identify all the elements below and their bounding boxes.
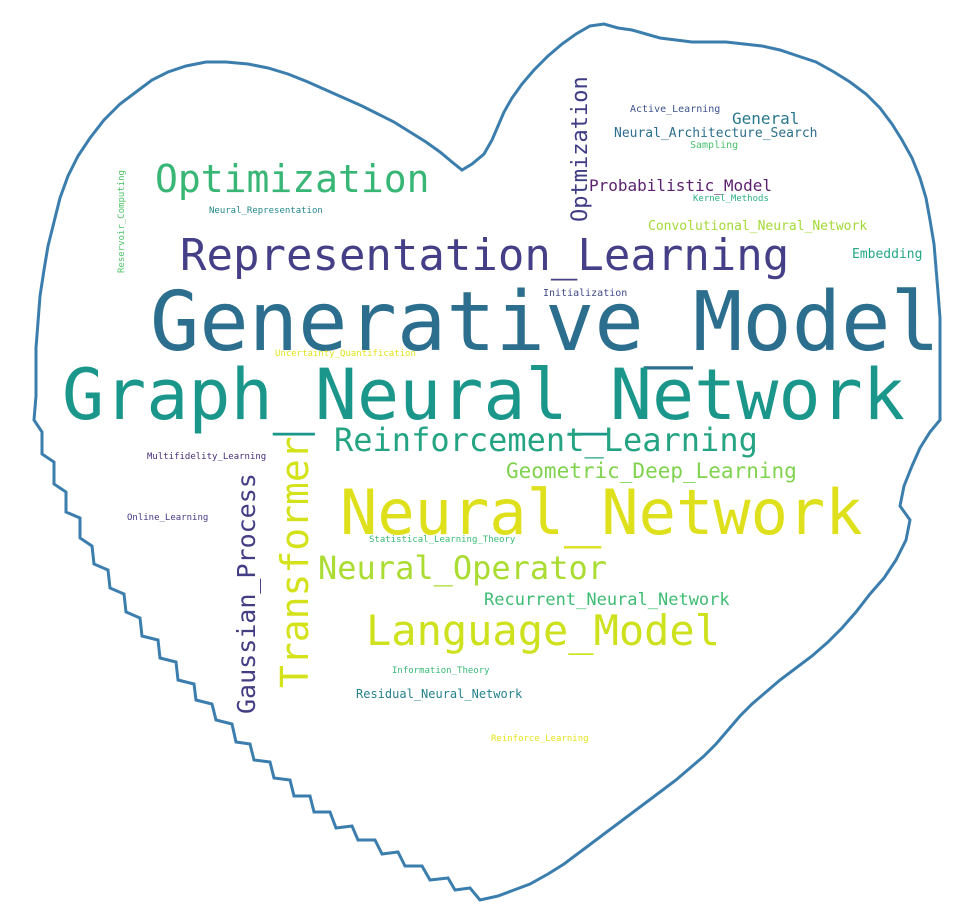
word-initialization: Initialization: [543, 288, 628, 299]
word-reinforcement-learning: Reinforcement_Learning: [334, 421, 758, 459]
word-language-model: Language_Model: [366, 606, 721, 655]
word-transformer: Transformer: [273, 436, 317, 688]
word-embedding: Embedding: [852, 247, 923, 262]
word-generative-model: Generative_Model: [150, 275, 940, 370]
word-graph-neural-network: Graph_Neural_Network: [62, 354, 905, 436]
word-optimization: Optimization: [155, 157, 430, 201]
word-reservoir-computing: Reservoir_Computing: [117, 170, 127, 273]
word-general: General: [732, 109, 800, 128]
word-multifidelity-learning: Multifidelity_Learning: [147, 452, 267, 462]
word-neural-architecture-search: Neural_Architecture_Search: [614, 126, 818, 141]
word-reinforce-learning: Reinforce_Learning: [491, 734, 589, 744]
word-statistical-learning-theory: Statistical_Learning_Theory: [369, 535, 516, 545]
word-probabilistic-model: Probabilistic_Model: [589, 176, 773, 195]
word-neural-operator: Neural_Operator: [318, 549, 607, 587]
word-active-learning: Active_Learning: [630, 104, 721, 115]
word-information-theory: Information_Theory: [392, 666, 490, 676]
word-optmization: Optmization: [568, 76, 593, 222]
word-online-learning: Online_Learning: [127, 513, 209, 523]
word-kernel-methods: Kernel_Methods: [693, 194, 769, 204]
word-residual-neural-network: Residual_Neural_Network: [356, 687, 523, 701]
word-neural-representation: Neural_Representation: [209, 206, 323, 216]
word-convolutional-neural-network: Convolutional_Neural_Network: [648, 219, 868, 234]
word-recurrent-neural-network: Recurrent_Neural_Network: [484, 590, 730, 610]
word-sampling: Sampling: [690, 140, 739, 151]
word-neural-network: Neural_Network: [340, 476, 863, 549]
word-uncertainty-quantification: Uncertainty_Quantification: [275, 349, 416, 359]
word-representation-learning: Representation_Learning: [180, 230, 790, 281]
word-gaussian-process: Gaussian_Process: [232, 473, 261, 714]
word-geometric-deep-learning: Geometric_Deep_Learning: [506, 459, 797, 483]
